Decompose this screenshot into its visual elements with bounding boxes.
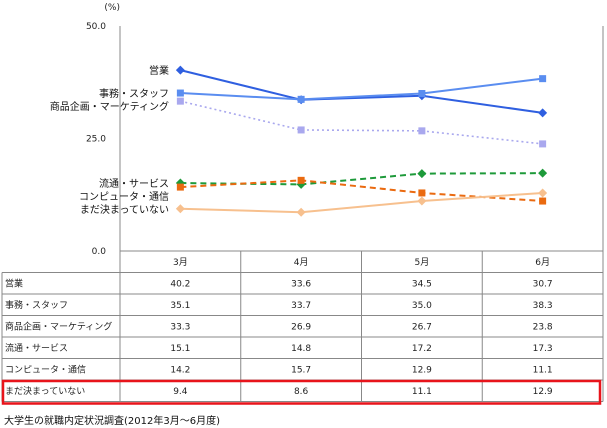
series-line	[180, 172, 543, 186]
table-cell: 12.9	[412, 366, 432, 376]
table-cell: 11.1	[412, 387, 432, 397]
source-note: 大学生の就職内定状況調査(2012年3月～6月度)	[4, 416, 220, 427]
table-cell: 11.1	[533, 366, 553, 376]
data-point	[175, 65, 185, 75]
series-label: 商品企画・マーケティング	[50, 100, 169, 113]
data-point	[176, 89, 184, 97]
data-point	[539, 75, 547, 83]
series-line	[180, 191, 543, 214]
table-row-label: 営業	[5, 278, 23, 290]
series-label: コンピュータ・通信	[79, 191, 169, 203]
table-cell: 15.7	[291, 366, 311, 376]
table-cell: 26.9	[291, 323, 311, 333]
data-point	[417, 169, 427, 179]
series-label: 流通・サービス	[99, 177, 169, 190]
data-point	[417, 196, 427, 206]
x-tick-label: 6月	[535, 257, 550, 268]
table-cell: 33.6	[291, 280, 311, 290]
series-line	[180, 69, 543, 114]
table-cell: 17.3	[533, 344, 553, 354]
data-point	[538, 108, 548, 118]
data-point	[418, 90, 426, 97]
table-cell: 12.9	[533, 387, 553, 397]
table-cell: 26.7	[412, 323, 432, 333]
y-tick-label: 0.0	[92, 247, 107, 257]
table-row-label: 事務・スタッフ	[5, 299, 68, 311]
data-point	[538, 188, 548, 198]
table-cell: 38.3	[533, 301, 553, 311]
data-point	[418, 127, 426, 135]
x-tick-label: 4月	[294, 257, 309, 268]
table-cell: 40.2	[170, 280, 190, 290]
series-label: 営業	[149, 64, 169, 77]
table-row-label: 商品企画・マーケティング	[5, 321, 112, 333]
data-point	[418, 189, 426, 197]
table-cell: 14.8	[291, 344, 311, 354]
table-cell: 14.2	[170, 366, 190, 376]
data-point	[175, 204, 185, 214]
table-cell: 33.7	[291, 301, 311, 311]
x-tick-label: 5月	[415, 257, 430, 268]
highlight-box	[1, 379, 602, 405]
data-point	[538, 168, 548, 178]
table-cell: 17.2	[412, 344, 432, 354]
table-cell: 35.0	[412, 301, 432, 311]
data-point	[176, 97, 184, 105]
data-point	[297, 95, 305, 103]
table-row-label: 流通・サービス	[5, 342, 68, 354]
series-line	[180, 179, 543, 203]
series-label: まだ決まっていない	[80, 204, 169, 216]
data-point	[297, 176, 305, 184]
table-row-label: まだ決まっていない	[5, 385, 85, 397]
data-point	[539, 140, 547, 148]
table-cell: 34.5	[412, 280, 432, 290]
table-cell: 23.8	[533, 323, 553, 333]
series-label: 事務・スタッフ	[99, 87, 169, 100]
data-point	[176, 183, 184, 191]
table-cell: 8.6	[294, 387, 309, 397]
table-cell: 15.1	[170, 344, 190, 354]
table-cell: 9.4	[173, 387, 188, 397]
table-cell: 35.1	[170, 301, 190, 311]
y-tick-label: 50.0	[86, 22, 106, 32]
data-point	[539, 197, 547, 205]
series-line	[180, 77, 543, 101]
data-point	[297, 126, 305, 134]
y-unit-label: (%)	[104, 3, 120, 13]
table-row-label: コンピュータ・通信	[5, 364, 86, 376]
table-cell: 33.3	[170, 323, 190, 333]
series-line	[180, 100, 543, 145]
x-tick-label: 3月	[173, 257, 188, 268]
data-point	[296, 207, 306, 217]
y-tick-label: 25.0	[86, 135, 106, 145]
table-cell: 30.7	[533, 280, 553, 290]
